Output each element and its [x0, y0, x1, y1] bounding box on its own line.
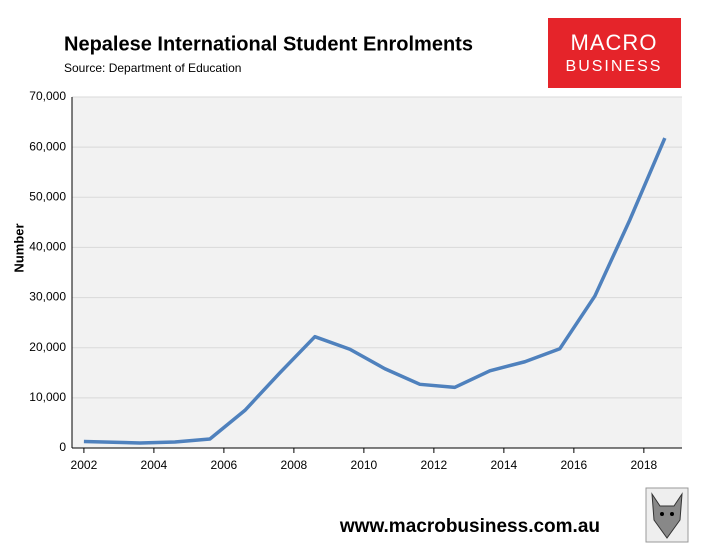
- y-axis-label: Number: [11, 223, 26, 272]
- x-tick-label: 2004: [141, 458, 168, 472]
- chart-title: Nepalese International Student Enrolment…: [64, 33, 473, 55]
- y-tick-label: 0: [59, 440, 66, 454]
- logo-text: BUSINESS: [566, 58, 663, 75]
- plot-area: [72, 97, 682, 448]
- x-tick-label: 2018: [631, 458, 658, 472]
- x-tick-label: 2012: [421, 458, 448, 472]
- x-tick-label: 2002: [71, 458, 98, 472]
- y-tick-label: 70,000: [29, 89, 66, 103]
- x-tick-label: 2008: [281, 458, 308, 472]
- x-tick-label: 2016: [561, 458, 588, 472]
- y-tick-label: 50,000: [29, 189, 66, 203]
- y-tick-label: 30,000: [29, 290, 66, 304]
- x-tick-label: 2014: [491, 458, 518, 472]
- y-tick-label: 10,000: [29, 390, 66, 404]
- y-tick-label: 20,000: [29, 340, 66, 354]
- x-tick-label: 2006: [211, 458, 238, 472]
- data-line: [83, 137, 667, 445]
- wolf-icon: [645, 487, 689, 543]
- logo-text: MACRO: [571, 30, 658, 55]
- x-tick-label: 2010: [351, 458, 378, 472]
- chart-subtitle: Source: Department of Education: [64, 61, 241, 75]
- y-tick-label: 40,000: [29, 240, 66, 254]
- logo-box: [548, 18, 681, 88]
- footer: www.macrobusiness.com.au: [339, 516, 600, 537]
- y-tick-label: 60,000: [29, 139, 66, 153]
